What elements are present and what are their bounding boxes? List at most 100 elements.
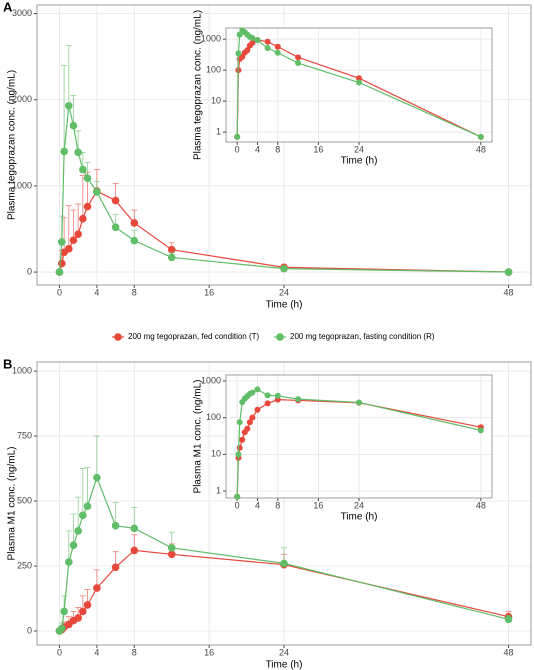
- legend-swatch: [276, 333, 284, 341]
- legend-swatch: [114, 333, 122, 341]
- data-point: [234, 133, 241, 140]
- data-point: [111, 521, 120, 530]
- data-point: [74, 614, 82, 622]
- data-point: [57, 624, 66, 633]
- x-tick-label: 48: [476, 144, 486, 154]
- y-tick-label: 1: [216, 485, 221, 495]
- y-tick-label: 750: [17, 430, 32, 440]
- data-point: [249, 389, 256, 396]
- legend-label: 200 mg tegoprazan, fasting condition (R): [290, 332, 435, 341]
- y-tick-label: 1: [216, 127, 221, 137]
- error-bar: [70, 209, 77, 241]
- x-tick-label: 16: [313, 500, 323, 510]
- data-point: [264, 400, 271, 407]
- data-point: [93, 473, 101, 482]
- y-tick-label: 0: [27, 625, 32, 635]
- y-tick-label: 100: [206, 412, 221, 422]
- data-point: [167, 550, 176, 559]
- y-tick-label: 10: [211, 96, 221, 106]
- x-tick-label: 8: [132, 647, 137, 657]
- data-point: [74, 148, 82, 157]
- data-point: [234, 493, 241, 500]
- data-point: [65, 245, 73, 253]
- x-tick-label: 0: [57, 647, 62, 657]
- y-tick-label: 250: [17, 560, 32, 570]
- data-point: [249, 35, 256, 42]
- data-point: [130, 236, 139, 245]
- x-tick-label: 8: [275, 500, 280, 510]
- data-point: [83, 502, 92, 511]
- x-tick-label: 16: [204, 287, 214, 297]
- error-bar: [70, 95, 77, 126]
- error-bar: [61, 64, 68, 152]
- data-point: [249, 414, 256, 421]
- data-point: [83, 601, 92, 609]
- data-point: [167, 253, 176, 262]
- data-point: [111, 563, 120, 572]
- y-tick-label: 1000: [12, 180, 32, 190]
- x-axis-label: Time (h): [266, 300, 303, 311]
- x-tick-label: 0: [235, 144, 240, 154]
- legend-label: 200 mg tegoprazan, fed condition (T): [128, 332, 260, 341]
- y-axis-label: Plasma tegoprazan conc. (ng/mL): [193, 10, 204, 160]
- error-bar: [65, 45, 72, 106]
- data-point: [244, 47, 251, 54]
- data-point: [356, 79, 362, 86]
- y-tick-label: 3000: [12, 8, 32, 18]
- data-point: [65, 102, 73, 110]
- data-point: [79, 165, 87, 174]
- data-point: [295, 60, 302, 67]
- data-point: [60, 607, 68, 616]
- x-axis-label: Time (h): [341, 512, 378, 523]
- data-point: [274, 49, 281, 56]
- x-tick-label: 4: [255, 144, 260, 154]
- x-axis-label: Time (h): [266, 660, 303, 670]
- data-point: [246, 419, 253, 426]
- data-point: [504, 268, 513, 276]
- data-point: [60, 147, 68, 156]
- y-axis-label: Plasma tegoprazan conc. (ng/mL): [7, 70, 18, 220]
- data-point: [244, 425, 251, 432]
- data-point: [93, 188, 101, 196]
- data-point: [236, 444, 243, 451]
- error-bar: [75, 496, 82, 531]
- plot-border: [36, 4, 532, 286]
- data-point: [111, 196, 120, 205]
- plot-border: [225, 27, 493, 143]
- series-line: [58, 105, 509, 273]
- x-tick-label: 0: [235, 500, 240, 510]
- error-bar: [79, 468, 86, 516]
- data-point: [79, 511, 87, 520]
- data-point: [295, 54, 302, 61]
- data-point: [254, 406, 261, 413]
- x-tick-label: 8: [132, 287, 137, 297]
- data-point: [254, 37, 261, 44]
- data-point: [356, 399, 362, 406]
- x-tick-label: 24: [279, 647, 289, 657]
- y-axis-label: Plasma M1 conc. (ng/mL): [193, 380, 204, 494]
- data-point: [83, 202, 92, 211]
- data-point: [57, 259, 66, 268]
- x-tick-label: 8: [275, 144, 280, 154]
- x-tick-label: 48: [504, 287, 514, 297]
- y-tick-label: 500: [17, 495, 32, 505]
- y-tick-label: 0: [27, 266, 32, 276]
- data-point: [111, 223, 120, 232]
- error-bar: [84, 466, 91, 507]
- error-bar: [112, 501, 119, 526]
- x-tick-label: 4: [94, 287, 99, 297]
- x-tick-label: 48: [504, 647, 514, 657]
- data-point: [69, 541, 78, 550]
- data-point: [235, 451, 242, 458]
- x-tick-label: 0: [57, 287, 62, 297]
- data-point: [236, 419, 243, 426]
- data-point: [167, 245, 176, 254]
- data-point: [274, 43, 281, 50]
- data-point: [295, 396, 302, 403]
- data-point: [57, 238, 66, 246]
- error-bar: [65, 530, 72, 563]
- data-point: [74, 230, 82, 238]
- data-point: [239, 436, 246, 443]
- data-point: [264, 392, 271, 399]
